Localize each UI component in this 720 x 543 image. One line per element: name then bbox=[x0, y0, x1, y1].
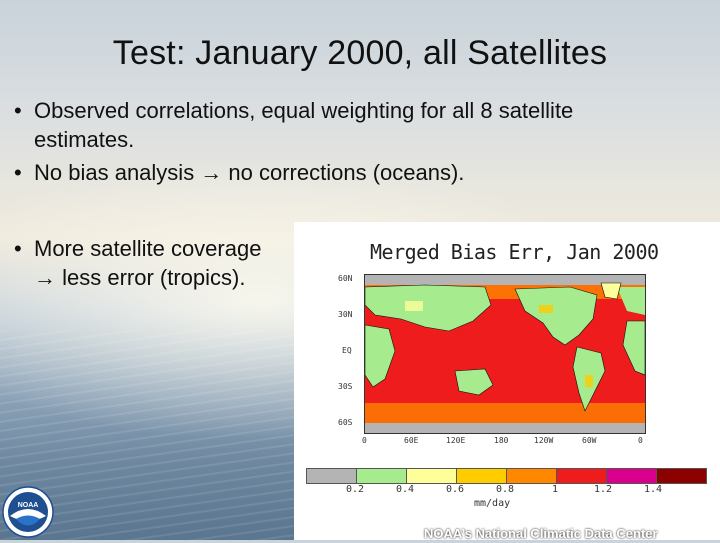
bullet-text: Observed correlations, equal weighting f… bbox=[34, 98, 574, 152]
bullet-text: More satellite coverage → less error (tr… bbox=[34, 236, 262, 290]
legend-tick-label: 1.4 bbox=[644, 484, 663, 495]
legend-tick-label: 0.6 bbox=[446, 484, 465, 495]
map-drawing bbox=[365, 275, 645, 433]
south-ocean-band bbox=[365, 403, 645, 423]
legend-tick-label: 0.4 bbox=[396, 484, 415, 495]
bias-error-map-figure: Merged Bias Err, Jan 2000 60N 30N EQ 30S… bbox=[294, 222, 720, 540]
global-error-map bbox=[364, 274, 646, 434]
andes-highlight bbox=[585, 375, 593, 387]
lat-label: 60S bbox=[338, 418, 353, 427]
arctic-band bbox=[365, 275, 645, 285]
eurasia-region bbox=[365, 285, 491, 331]
legend-swatch bbox=[507, 469, 557, 483]
bullet-item: • Observed correlations, equal weighting… bbox=[14, 96, 634, 154]
bullet-dot: • bbox=[14, 160, 22, 185]
lon-label: 0 bbox=[362, 436, 367, 445]
pacific-highlight bbox=[539, 305, 553, 313]
lat-label: 30S bbox=[338, 382, 353, 391]
bullet-text: No bias analysis → no corrections (ocean… bbox=[34, 160, 465, 185]
lon-label: 120E bbox=[446, 436, 466, 445]
bullet-list: • Observed correlations, equal weighting… bbox=[14, 96, 634, 191]
legend-tick-label: 1 bbox=[552, 484, 559, 495]
page-number: 13 bbox=[695, 524, 710, 539]
legend-tick-label: 0.8 bbox=[496, 484, 515, 495]
greenland-region bbox=[601, 283, 621, 299]
legend-swatch bbox=[457, 469, 507, 483]
legend-swatch bbox=[607, 469, 657, 483]
lat-label: 30N bbox=[338, 310, 353, 319]
asia-highlight bbox=[405, 301, 423, 311]
legend-swatch bbox=[657, 469, 706, 483]
legend-swatch bbox=[557, 469, 607, 483]
legend-swatch bbox=[357, 469, 407, 483]
legend-swatch bbox=[407, 469, 457, 483]
color-legend bbox=[306, 468, 707, 484]
lon-label: 60E bbox=[404, 436, 419, 445]
bullet-dot: • bbox=[14, 236, 22, 261]
slide-title: Test: January 2000, all Satellites bbox=[112, 34, 608, 72]
footer-text: NOAA’s National Climatic Data Center bbox=[424, 526, 658, 541]
antarctic-band bbox=[365, 423, 645, 433]
west-africa-region bbox=[623, 321, 645, 375]
lon-label: 180 bbox=[494, 436, 509, 445]
north-america-region bbox=[515, 287, 597, 345]
logo-text: NOAA bbox=[18, 502, 39, 509]
bullet-dot: • bbox=[14, 98, 22, 123]
bullet-item: • More satellite coverage → less error (… bbox=[14, 234, 284, 292]
lat-label: EQ bbox=[342, 346, 352, 355]
bullet-item: • No bias analysis → no corrections (oce… bbox=[14, 158, 634, 187]
legend-units: mm/day bbox=[474, 498, 511, 509]
legend-swatch bbox=[307, 469, 357, 483]
lon-label: 0 bbox=[638, 436, 643, 445]
legend-tick-label: 0.2 bbox=[346, 484, 365, 495]
australia-region bbox=[455, 369, 493, 395]
legend-tick-label: 1.2 bbox=[594, 484, 613, 495]
europe-region bbox=[617, 287, 645, 315]
lon-label: 120W bbox=[534, 436, 554, 445]
noaa-logo-icon: NOAA bbox=[2, 486, 54, 538]
figure-title: Merged Bias Err, Jan 2000 bbox=[370, 240, 659, 264]
lat-label: 60N bbox=[338, 274, 353, 283]
lon-label: 60W bbox=[582, 436, 597, 445]
